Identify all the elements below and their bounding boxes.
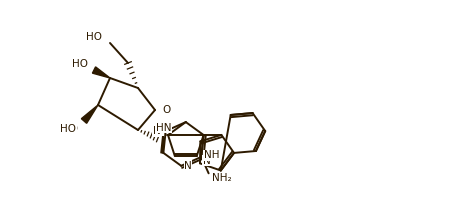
Text: N: N: [184, 161, 191, 171]
Text: NH₂: NH₂: [211, 173, 231, 183]
Text: N: N: [202, 156, 210, 166]
Text: HO: HO: [70, 61, 86, 71]
Text: HN: HN: [155, 123, 171, 133]
Text: HO: HO: [84, 32, 100, 42]
Text: HO: HO: [86, 32, 102, 42]
Text: HO: HO: [60, 124, 76, 134]
Text: N: N: [153, 126, 160, 136]
Polygon shape: [92, 67, 110, 78]
Polygon shape: [81, 105, 98, 123]
Text: HO: HO: [60, 124, 76, 134]
Text: O: O: [162, 105, 170, 115]
Text: HO: HO: [62, 124, 78, 134]
Text: HO: HO: [72, 59, 88, 69]
Text: NH: NH: [203, 150, 219, 160]
Text: N: N: [156, 125, 163, 135]
